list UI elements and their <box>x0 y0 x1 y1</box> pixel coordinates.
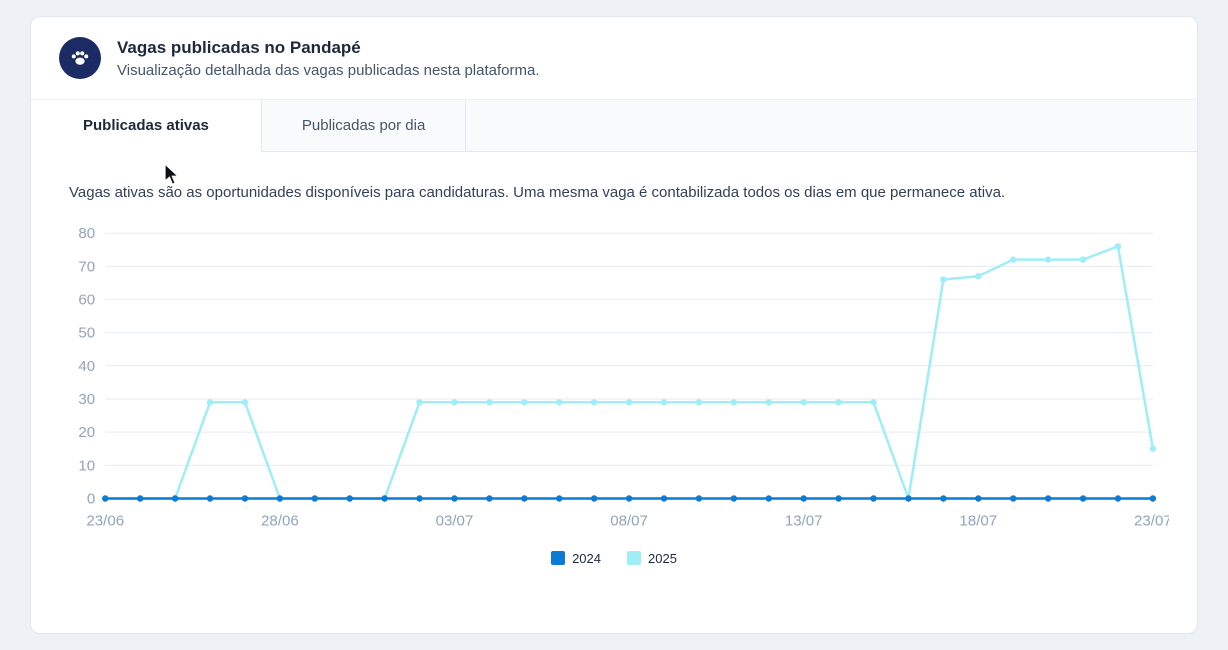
tab-publicadas-ativas[interactable]: Publicadas ativas <box>31 100 262 152</box>
svg-text:80: 80 <box>78 225 95 242</box>
legend-item-2025[interactable]: 2025 <box>627 551 677 566</box>
chart-panel: Vagas ativas são as oportunidades dispon… <box>31 152 1197 633</box>
svg-text:08/07: 08/07 <box>610 513 648 530</box>
svg-text:60: 60 <box>78 291 95 308</box>
svg-text:10: 10 <box>78 457 95 474</box>
pandape-logo <box>59 37 101 79</box>
svg-text:28/06: 28/06 <box>261 513 299 530</box>
card-subtitle: Visualização detalhada das vagas publica… <box>117 61 540 79</box>
svg-text:18/07: 18/07 <box>959 513 997 530</box>
legend-swatch <box>551 551 566 566</box>
svg-text:20: 20 <box>78 424 95 441</box>
chart-description: Vagas ativas são as oportunidades dispon… <box>69 184 1006 201</box>
svg-text:13/07: 13/07 <box>785 513 823 530</box>
card-title: Vagas publicadas no Pandapé <box>117 37 361 57</box>
paw-icon <box>71 51 89 65</box>
svg-text:70: 70 <box>78 258 95 275</box>
legend-label: 2024 <box>572 550 601 566</box>
svg-text:0: 0 <box>87 491 95 508</box>
card-header: Vagas publicadas no Pandapé Visualização… <box>31 17 1197 100</box>
svg-text:03/07: 03/07 <box>436 513 474 530</box>
legend-label: 2025 <box>648 550 677 566</box>
legend-swatch <box>627 551 641 566</box>
header-text: Vagas publicadas no Pandapé Visualização… <box>117 38 540 79</box>
tab-bar: Publicadas ativas Publicadas por dia <box>31 100 1197 152</box>
svg-text:23/07: 23/07 <box>1134 513 1169 530</box>
svg-text:50: 50 <box>78 325 95 342</box>
vagas-publicadas-card: Vagas publicadas no Pandapé Visualização… <box>30 16 1198 634</box>
legend-item-2024[interactable]: 2024 <box>551 551 601 566</box>
chart-svg: 0 10 20 30 40 50 60 70 80 23/06 28/06 03/07 08/07 13/… <box>78 225 1169 530</box>
tab-publicadas-por-dia[interactable]: Publicadas por dia <box>262 100 467 151</box>
svg-text:40: 40 <box>78 358 95 375</box>
chart-legend: 2024 2025 <box>59 551 1169 566</box>
svg-text:23/06: 23/06 <box>86 513 124 530</box>
svg-text:30: 30 <box>78 391 95 408</box>
